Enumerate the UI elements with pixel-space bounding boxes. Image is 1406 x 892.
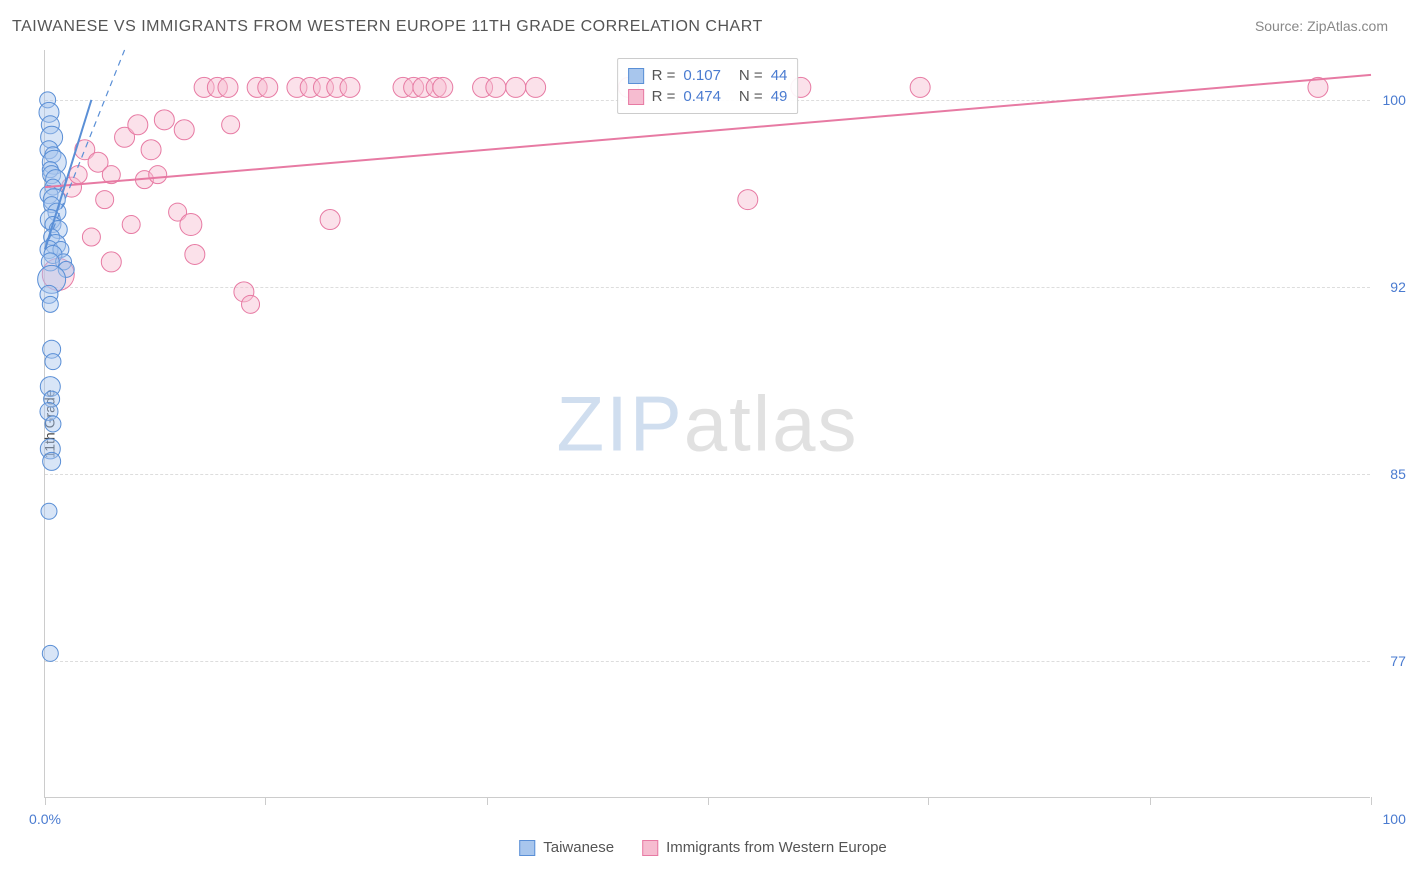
scatter-svg bbox=[45, 50, 1370, 797]
r-label: R = bbox=[652, 88, 676, 105]
correlation-row: R = 0.474 N = 49 bbox=[628, 86, 788, 107]
data-point bbox=[218, 77, 238, 97]
data-point bbox=[128, 115, 148, 135]
data-point bbox=[340, 77, 360, 97]
data-point bbox=[526, 77, 546, 97]
n-label: N = bbox=[739, 67, 763, 84]
legend-item: Immigrants from Western Europe bbox=[642, 839, 887, 856]
x-tick bbox=[1150, 797, 1151, 805]
data-point bbox=[910, 77, 930, 97]
y-tick-label: 77.5% bbox=[1390, 653, 1406, 669]
legend-item: Taiwanese bbox=[519, 839, 614, 856]
r-value: 0.474 bbox=[683, 88, 721, 105]
legend-label: Taiwanese bbox=[543, 839, 614, 856]
y-tick-label: 85.0% bbox=[1390, 466, 1406, 482]
data-point bbox=[96, 191, 114, 209]
data-point bbox=[154, 110, 174, 130]
x-tick bbox=[1371, 797, 1372, 805]
data-point bbox=[149, 166, 167, 184]
legend: Taiwanese Immigrants from Western Europe bbox=[519, 839, 887, 856]
data-point bbox=[43, 452, 61, 470]
x-tick bbox=[928, 797, 929, 805]
x-tick bbox=[708, 797, 709, 805]
x-tick bbox=[487, 797, 488, 805]
data-point bbox=[41, 503, 57, 519]
data-point bbox=[738, 190, 758, 210]
source-label: Source: ZipAtlas.com bbox=[1255, 18, 1388, 34]
x-tick bbox=[45, 797, 46, 805]
data-point bbox=[141, 140, 161, 160]
data-point bbox=[82, 228, 100, 246]
data-point bbox=[506, 77, 526, 97]
legend-swatch bbox=[519, 840, 535, 856]
legend-swatch bbox=[628, 68, 644, 84]
data-point bbox=[69, 166, 87, 184]
data-point bbox=[174, 120, 194, 140]
data-point bbox=[122, 216, 140, 234]
data-point bbox=[320, 210, 340, 230]
data-point bbox=[101, 252, 121, 272]
x-tick-label-max: 100.0% bbox=[1383, 811, 1406, 827]
x-tick bbox=[265, 797, 266, 805]
data-point bbox=[42, 296, 58, 312]
data-point bbox=[45, 354, 61, 370]
data-point bbox=[486, 77, 506, 97]
x-tick-label-min: 0.0% bbox=[29, 811, 61, 827]
chart-title: TAIWANESE VS IMMIGRANTS FROM WESTERN EUR… bbox=[12, 18, 763, 36]
data-point bbox=[45, 416, 61, 432]
r-value: 0.107 bbox=[683, 67, 721, 84]
data-point bbox=[222, 116, 240, 134]
legend-label: Immigrants from Western Europe bbox=[666, 839, 887, 856]
data-point bbox=[180, 214, 202, 236]
legend-swatch bbox=[628, 89, 644, 105]
data-point bbox=[433, 77, 453, 97]
n-value: 49 bbox=[771, 88, 788, 105]
legend-swatch bbox=[642, 840, 658, 856]
y-tick-label: 100.0% bbox=[1383, 92, 1406, 108]
data-point bbox=[242, 295, 260, 313]
data-point bbox=[42, 645, 58, 661]
n-value: 44 bbox=[771, 67, 788, 84]
r-label: R = bbox=[652, 67, 676, 84]
y-tick-label: 92.5% bbox=[1390, 279, 1406, 295]
correlation-row: R = 0.107 N = 44 bbox=[628, 65, 788, 86]
data-point bbox=[185, 244, 205, 264]
correlation-box: R = 0.107 N = 44 R = 0.474 N = 49 bbox=[617, 58, 799, 114]
plot-area: 11th Grade 77.5%85.0%92.5%100.0% ZIPatla… bbox=[44, 50, 1370, 798]
data-point bbox=[258, 77, 278, 97]
n-label: N = bbox=[739, 88, 763, 105]
